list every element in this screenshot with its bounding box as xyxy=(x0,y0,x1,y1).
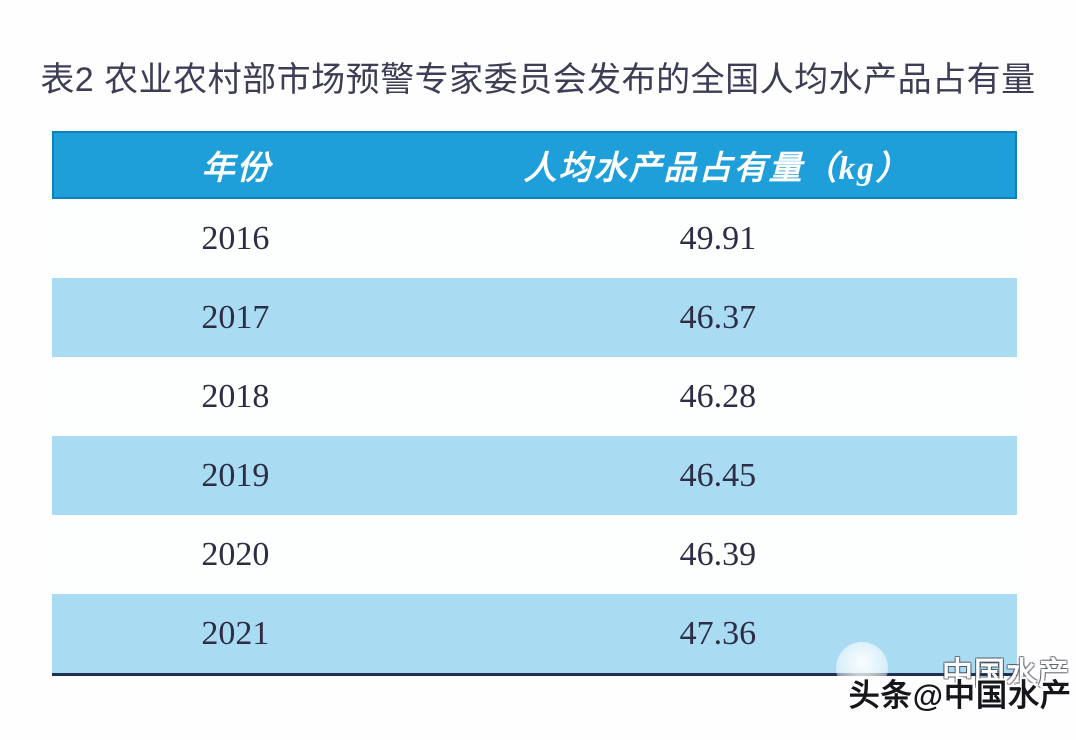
year-cell: 2020 xyxy=(201,535,270,573)
year-cell: 2021 xyxy=(201,614,270,652)
value-cell: 46.39 xyxy=(679,535,757,573)
value-cell: 49.91 xyxy=(679,219,757,257)
year-cell: 2017 xyxy=(201,298,270,336)
data-table: 年份 人均水产品占有量（kg） 2016 49.91 2017 46.37 20… xyxy=(52,131,1017,676)
year-cell: 2019 xyxy=(201,456,270,494)
table-header-row: 年份 人均水产品占有量（kg） xyxy=(52,131,1017,199)
table-row: 2016 49.91 xyxy=(52,199,1017,278)
table-row: 2021 47.36 xyxy=(52,594,1017,673)
table-row: 2019 46.45 xyxy=(52,436,1017,515)
table-row: 2017 46.37 xyxy=(52,278,1017,357)
column-header-year: 年份 xyxy=(201,151,272,187)
value-cell: 47.36 xyxy=(679,614,757,652)
table-title: 表2 农业农村部市场预警专家委员会发布的全国人均水产品占有量 xyxy=(40,61,1036,99)
value-cell: 46.37 xyxy=(679,298,757,336)
table-row: 2020 46.39 xyxy=(52,515,1017,594)
value-cell: 46.45 xyxy=(679,456,757,494)
table-row: 2018 46.28 xyxy=(52,357,1017,436)
year-cell: 2018 xyxy=(201,377,270,415)
year-cell: 2016 xyxy=(201,219,270,257)
watermark-text: 头条@中国水产 xyxy=(848,678,1072,713)
value-cell: 46.28 xyxy=(679,377,757,415)
column-header-per-capita: 人均水产品占有量（kg） xyxy=(523,151,911,187)
